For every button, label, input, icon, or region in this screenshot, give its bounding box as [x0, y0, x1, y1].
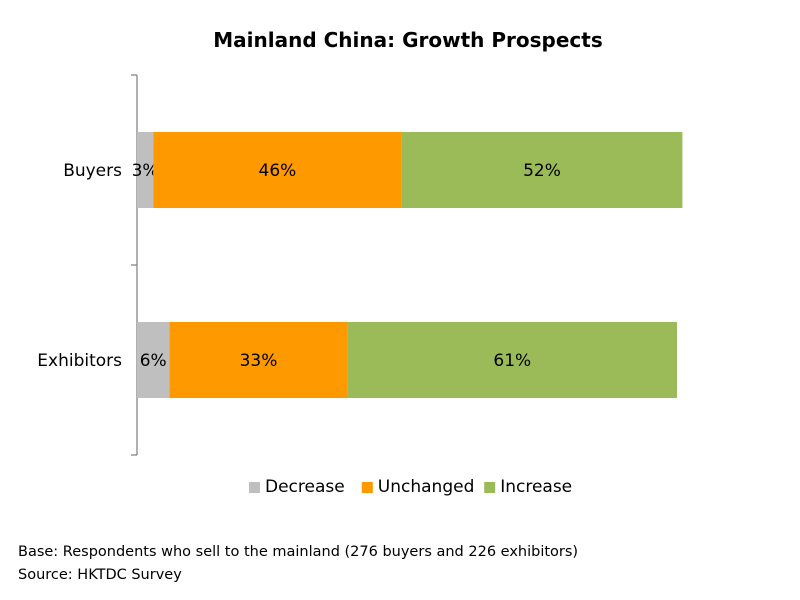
category-label-buyers: Buyers	[63, 161, 122, 181]
bar-exhibitors-decrease	[137, 322, 170, 398]
legend-swatch-decrease	[249, 482, 260, 493]
data-label-buyers-unchanged: 46%	[259, 161, 297, 181]
base-note: Base: Respondents who sell to the mainla…	[18, 544, 579, 560]
source-note: Source: HKTDC Survey	[18, 567, 182, 583]
plot-area: Buyers 3% 46% 52% Exhibitors 6% 33% 61%	[37, 74, 683, 456]
data-label-exhibitors-increase: 61%	[493, 351, 531, 371]
bar-exhibitors-increase	[347, 322, 677, 398]
legend: Decrease Unchanged Increase	[249, 477, 572, 497]
data-label-exhibitors-decrease: 6%	[140, 351, 167, 371]
category-label-exhibitors: Exhibitors	[37, 351, 122, 371]
legend-swatch-unchanged	[361, 482, 373, 493]
legend-label-unchanged: Unchanged	[378, 477, 475, 497]
data-label-buyers-increase: 52%	[523, 161, 561, 181]
data-label-buyers-decrease: 3%	[132, 161, 159, 181]
legend-label-decrease: Decrease	[265, 477, 345, 497]
legend-swatch-increase	[484, 482, 496, 493]
chart-title: Mainland China: Growth Prospects	[213, 28, 602, 52]
bar-exhibitors-unchanged	[169, 322, 348, 398]
legend-label-increase: Increase	[500, 477, 572, 497]
bar-buyers-unchanged	[153, 132, 402, 208]
bar-buyers-decrease	[137, 132, 154, 208]
footer: Base: Respondents who sell to the mainla…	[18, 541, 578, 587]
data-label-exhibitors-unchanged: 33%	[240, 351, 278, 371]
bar-buyers-increase	[401, 132, 683, 208]
